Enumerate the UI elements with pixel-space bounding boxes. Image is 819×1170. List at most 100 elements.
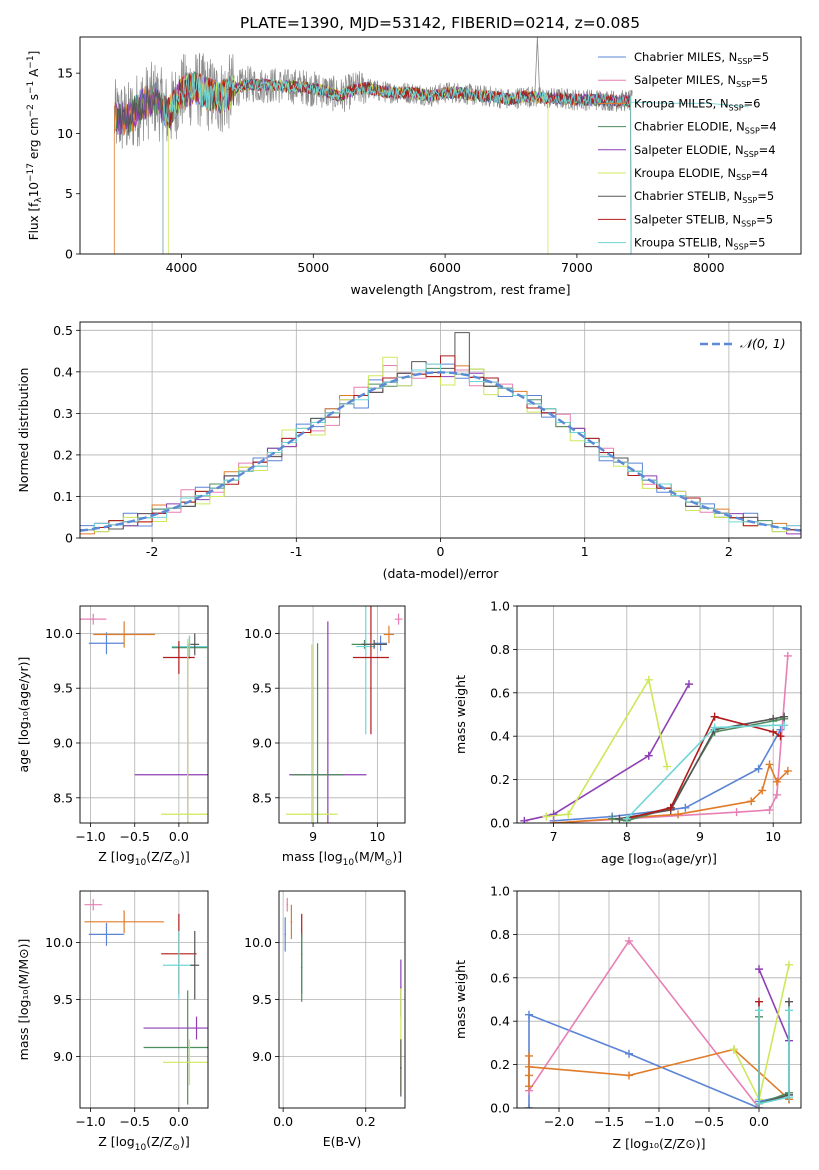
weight-point-salpeter-stelib — [710, 712, 719, 721]
plot-area — [525, 936, 793, 1108]
weight-point-kroupa-miles — [549, 819, 558, 823]
x-tick-label: 9 — [696, 829, 704, 844]
x-tick-label: 0.0 — [169, 1114, 189, 1129]
weight-point-salpeter-elodie — [755, 965, 763, 974]
x-tick-label: 6000 — [429, 260, 461, 275]
x-tick-label: -2 — [146, 544, 158, 559]
x-tick-label: 0.0 — [169, 829, 189, 844]
weight-point-chabrier-miles — [625, 1049, 633, 1058]
weight-line-salpeter-miles — [528, 940, 760, 1108]
mass-vs-metallicity-panel: −1.0 −0.5 0.0 9.0 9.5 10.0 Z [log10(Z/Z⊙)] mass… — [16, 890, 209, 1153]
weight-point-chabrier-stelib — [615, 814, 624, 823]
spectrum-panel: 4000 5000 6000 7000 8000 0 5 10 15 wavelength [An… — [26, 36, 802, 297]
weight-point-salpeter-stelib — [776, 732, 785, 741]
legend-entry-salpeter-stelib: Salpeter STELIB, NSSP=5 — [634, 212, 773, 228]
model-tail — [629, 101, 749, 108]
weight-point-kroupa-miles — [765, 760, 774, 769]
histogram-kroupa-stelib — [80, 363, 801, 531]
y-tick-label: 0.4 — [490, 1014, 510, 1029]
axes-frame — [516, 890, 802, 1109]
legend-entry-chabrier-stelib: Chabrier STELIB, NSSP=5 — [634, 189, 774, 205]
weight-line-kroupa-stelib — [758, 1010, 790, 1105]
weight-point-kroupa-miles — [758, 786, 767, 795]
plot-area — [80, 332, 801, 535]
x-tick-label: 0 — [437, 544, 445, 559]
weight-point-kroupa-miles — [747, 797, 756, 806]
weight-line-salpeter-elodie — [524, 683, 690, 822]
y-tick-label: 8.5 — [252, 790, 272, 805]
y-tick-label: 10.0 — [244, 935, 272, 950]
weight-line-salpeter-stelib — [626, 715, 781, 820]
weight-point-salpeter-miles — [732, 808, 741, 817]
y-tick-label: 0 — [65, 247, 73, 262]
y-tick-label: 1.0 — [490, 884, 510, 899]
y-tick-label: 9.0 — [252, 1049, 272, 1064]
y-tick-label: 9.0 — [252, 735, 272, 750]
axes-frame — [79, 890, 209, 1109]
weight-point-salpeter-elodie — [685, 680, 694, 689]
weight-point-kroupa-stelib — [769, 721, 778, 730]
x-tick-label: 8 — [623, 829, 631, 844]
axes-frame — [278, 605, 406, 824]
observed-spike — [534, 37, 541, 104]
y-axis-label: mass weight — [453, 675, 468, 754]
weight-point-kroupa-miles — [674, 810, 683, 819]
axes-frame — [278, 890, 406, 1109]
axes-frame — [79, 36, 802, 255]
weight-point-salpeter-stelib — [755, 997, 763, 1006]
y-tick-label: 10.0 — [45, 626, 73, 641]
x-axis-label: Z [log10(Z/Z⊙)] — [98, 1134, 189, 1153]
weight-point-kroupa-miles — [772, 777, 781, 786]
x-axis-label: mass [log10(M/M⊙)] — [282, 849, 402, 868]
weight-point-kroupa-stelib — [780, 721, 789, 730]
x-tick-label: 9 — [309, 829, 317, 844]
x-tick-label: −1.5 — [594, 1114, 624, 1129]
legend-entry-gaussian: 𝒩(0, 1) — [740, 336, 786, 351]
y-tick-label: 0.4 — [53, 364, 73, 379]
weight-point-salpeter-miles — [772, 790, 781, 799]
legend-entry-kroupa-miles: Kroupa MILES, NSSP=6 — [634, 96, 760, 112]
weight-point-chabrier-miles — [525, 1104, 533, 1108]
weight-point-kroupa-miles — [625, 1071, 633, 1080]
weight-point-kroupa-stelib — [710, 723, 719, 732]
weight-point-kroupa-miles — [525, 1051, 533, 1060]
y-tick-label: 15 — [57, 66, 73, 81]
weight-point-salpeter-elodie — [644, 751, 653, 760]
weight-line-kroupa-elodie — [733, 964, 790, 1101]
y-tick-label: 10.0 — [45, 935, 73, 950]
massweight-vs-metallicity-panel: −2.0 −1.5 −1.0 −0.5 0.0 0.0 0.2 0.4 0.6 0.8 1.0 Z [… — [453, 884, 802, 1151]
weight-point-chabrier-stelib — [780, 712, 789, 721]
y-tick-label: 0.3 — [53, 406, 73, 421]
x-axis-label: wavelength [Angstrom, rest frame] — [350, 282, 570, 297]
y-tick-label: 1.0 — [490, 599, 510, 614]
legend-entry-chabrier-miles: Chabrier MILES, NSSP=5 — [634, 50, 769, 66]
y-tick-label: 0.5 — [53, 323, 73, 338]
weight-line-salpeter-elodie — [758, 968, 790, 1042]
x-tick-label: −0.5 — [694, 1114, 724, 1129]
y-tick-label: 9.0 — [53, 1049, 73, 1064]
y-tick-label: 0.2 — [490, 1057, 510, 1072]
y-axis-label: Normed distribution — [16, 368, 31, 493]
y-axis-label: mass [log₁₀(M/M⊙)] — [16, 939, 31, 1061]
y-tick-label: 9.5 — [53, 992, 73, 1007]
massweight-vs-age-panel: 7 8 9 10 0.0 0.2 0.4 0.6 0.8 1.0 age [log₁₀(age/yr… — [453, 599, 802, 866]
x-tick-label: -1 — [290, 544, 302, 559]
x-tick-label: −1.0 — [75, 1114, 105, 1129]
x-tick-label: 7000 — [561, 260, 593, 275]
y-axis-label: age [log₁₀(age/yr)] — [16, 657, 31, 773]
weight-point-kroupa-stelib — [622, 814, 631, 823]
y-tick-label: 0.6 — [490, 685, 510, 700]
x-tick-label: 5000 — [297, 260, 329, 275]
y-tick-label: 9.5 — [53, 681, 73, 696]
plot-area — [284, 897, 402, 1097]
weight-point-kroupa-stelib — [755, 1099, 763, 1108]
x-tick-label: 4000 — [166, 260, 198, 275]
weight-point-kroupa-miles — [525, 1082, 533, 1091]
age-vs-mass-panel: 9 10 8.5 9.0 9.5 10.0 mass [log10(M/M⊙)] — [244, 605, 406, 868]
plot-area — [286, 606, 403, 823]
x-tick-label: 0.2 — [356, 1114, 376, 1129]
x-tick-label: −2.0 — [544, 1114, 574, 1129]
legend-entry-chabrier-elodie: Chabrier ELODIE, NSSP=4 — [634, 120, 777, 136]
x-axis-label: Z [log₁₀(Z/Z⊙)] — [613, 1136, 706, 1151]
